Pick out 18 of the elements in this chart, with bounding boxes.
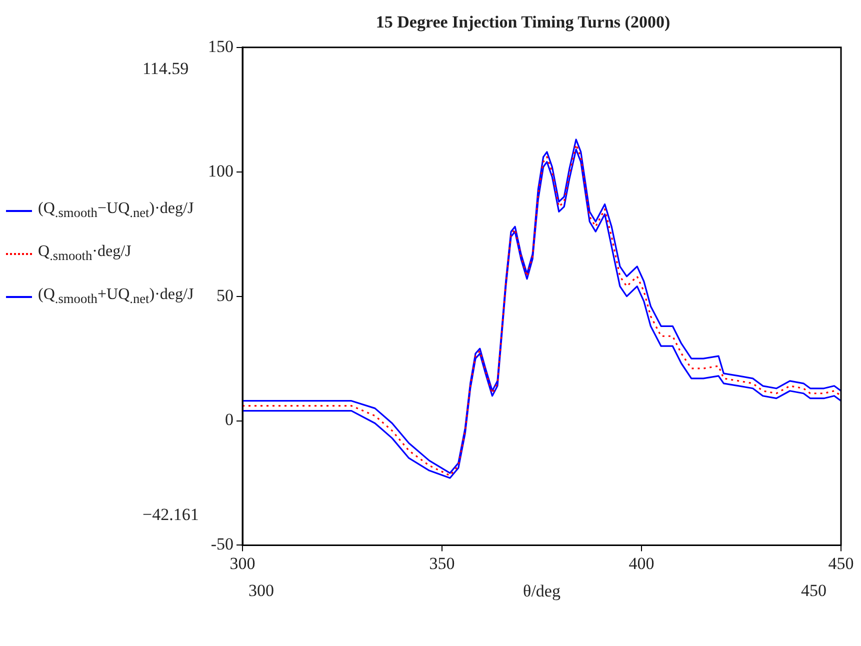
legend-label: (Q$_{.smooth}$+UQ$_{.net}$)·deg/J <box>38 286 194 308</box>
text: 114.59 <box>142 59 189 80</box>
text: 450 <box>801 581 826 602</box>
text: 300 <box>248 581 274 602</box>
y-tick-label: -50 <box>210 534 234 554</box>
x-tick-label: 450 <box>828 554 854 573</box>
x-tick-label: 400 <box>628 554 654 573</box>
legend-label: Q$_{.smooth}$·deg/J <box>38 243 132 264</box>
x-tick-label: 300 <box>230 554 256 573</box>
chart-title: 15 Degree Injection Timing Turns (2000) <box>376 12 670 32</box>
y-tick-label: 100 <box>208 161 234 180</box>
x-tick-label: 350 <box>429 554 455 573</box>
text: −42.161 <box>142 505 199 526</box>
x-axis-title: θ/deg <box>523 581 561 600</box>
legend-label: (Q$_{.smooth}$−UQ$_{.net}$)·deg/J <box>38 200 194 222</box>
y-tick-label: 50 <box>216 286 234 305</box>
y-tick-label: 0 <box>225 410 234 430</box>
y-tick-label: 150 <box>208 36 234 56</box>
